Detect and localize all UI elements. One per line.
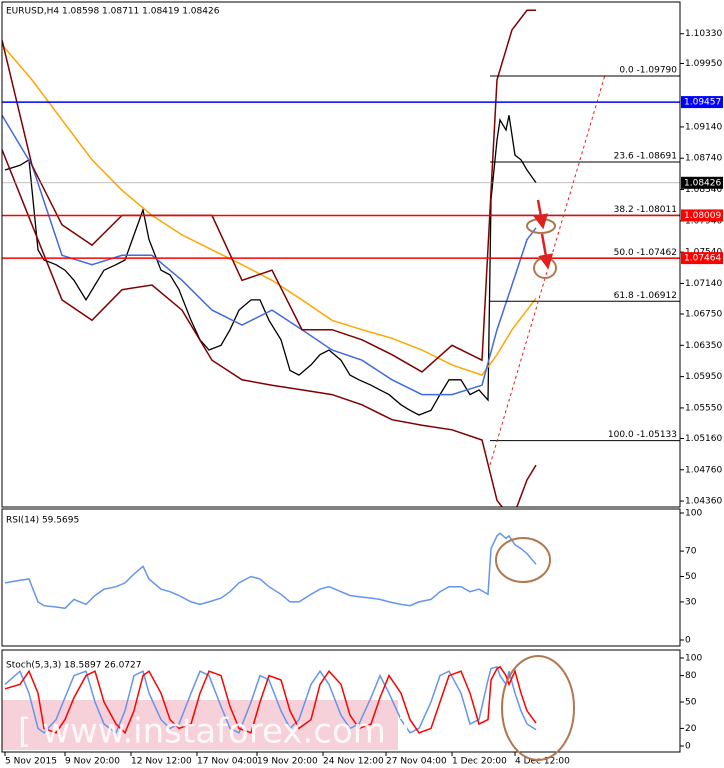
y-tick-label: 50	[685, 698, 697, 708]
y-tick-label: 1.05950	[685, 372, 722, 382]
stoch-frame	[1, 649, 681, 753]
y-tick-label: 0	[685, 742, 691, 752]
fib-label: 38.2 -1.08011	[614, 205, 677, 215]
arrow	[533, 199, 549, 230]
series-line	[4, 532, 537, 610]
level-price-label: 1.07464	[684, 254, 721, 264]
plot-layer: 0.0 -1.09790 23.6 -1.08691 38.2 -1.08011 50…	[2, 7, 723, 767]
level-price-label: 1.08009	[684, 211, 721, 221]
series-line	[4, 665, 537, 735]
y-tick-label: 0	[685, 636, 691, 646]
fib-label: 50.0 -1.07462	[614, 248, 677, 258]
y-tick-label: 1.08340	[685, 185, 722, 195]
fib-label: 0.0 -1.09790	[619, 66, 677, 76]
y-tick-label: 1.10330	[685, 29, 722, 39]
arrow	[538, 233, 554, 270]
last-price-box	[681, 176, 723, 189]
level-price-box	[681, 209, 723, 222]
fib-label: 23.6 -1.08691	[614, 152, 677, 162]
y-tick-label: 50	[685, 572, 697, 582]
last-price-label: 1.08426	[684, 178, 721, 188]
x-tick-label: 4 Dec 12:00	[515, 757, 570, 767]
x-tick-label: 9 Nov 20:00	[65, 757, 120, 767]
y-tick-label: 1.09950	[685, 59, 722, 69]
panel-title: RSI(14) 59.5695	[6, 516, 79, 526]
y-tick-label: 80	[685, 671, 697, 681]
series-line	[2, 149, 537, 507]
watermark: [ www.instaforex.com ]	[18, 712, 410, 752]
highlight-ellipse	[533, 257, 557, 279]
y-tick-label: 100	[685, 654, 702, 664]
level-price-box	[681, 252, 723, 265]
level-price-label: 1.09457	[684, 98, 721, 108]
fib-label: 100.0 -1.05133	[608, 430, 677, 440]
series-line	[4, 665, 537, 734]
x-tick-label: 27 Nov 04:00	[386, 757, 447, 767]
y-tick-label: 1.05160	[685, 434, 722, 444]
x-tick-label: 24 Nov 12:00	[323, 757, 384, 767]
panel-plot	[2, 9, 537, 507]
y-tick-label: 100	[685, 509, 702, 519]
y-tick-label: 1.04760	[685, 465, 722, 475]
series-line	[4, 115, 537, 416]
highlight-ellipse	[501, 655, 575, 761]
series-line	[2, 44, 537, 376]
level-price-box	[681, 96, 723, 109]
price-frame	[1, 1, 681, 508]
x-tick-label: 12 Nov 12:00	[131, 757, 192, 767]
x-tick-label: 17 Nov 04:00	[197, 757, 258, 767]
y-tick-label: 1.05550	[685, 403, 722, 413]
panel-plot	[4, 532, 537, 610]
x-tick-label: 5 Nov 2015	[5, 757, 57, 767]
panel-title: EURUSD,H4 1.08598 1.08711 1.08419 1.0842…	[6, 7, 220, 17]
watermark-band	[2, 700, 398, 750]
y-tick-label: 1.09140	[685, 122, 722, 132]
y-tick-label: 30	[685, 597, 697, 607]
y-tick-label: 1.08740	[685, 154, 722, 164]
series-line	[2, 9, 536, 373]
y-tick-label: 20	[685, 724, 697, 734]
y-tick-label: 1.04360	[685, 497, 722, 507]
y-tick-label: 1.06750	[685, 309, 722, 319]
y-tick-label: 1.07140	[685, 279, 722, 289]
panel-title: Stoch(5,3,3) 18.5897 26.0727	[6, 661, 141, 671]
y-tick-label: 1.06350	[685, 341, 722, 351]
x-tick-label: 1 Dec 20:00	[452, 757, 507, 767]
fib-label: 61.8 -1.06912	[614, 291, 677, 301]
x-tick-label: 19 Nov 20:00	[257, 757, 318, 767]
y-tick-label: 70	[685, 547, 697, 557]
series-line	[2, 114, 537, 396]
highlight-ellipse	[495, 537, 551, 583]
rsi-frame	[1, 508, 681, 647]
panel-plot	[4, 665, 537, 735]
trend-line	[489, 74, 606, 466]
